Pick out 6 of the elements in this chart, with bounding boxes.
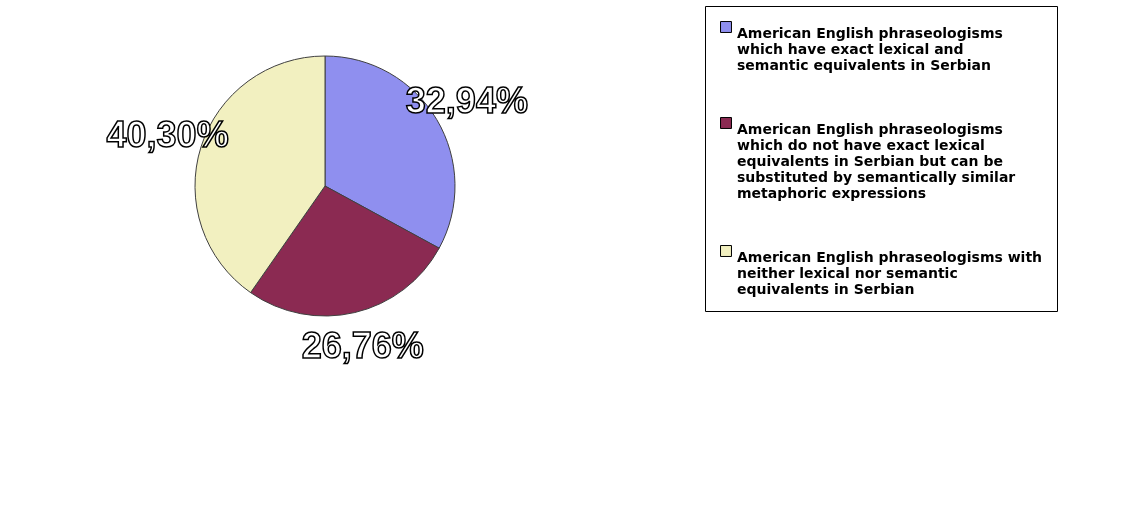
legend-label: American English phraseologisms which have exact lexical and semantic equivalents in Serbian xyxy=(737,25,1003,73)
data-label: 26,76% xyxy=(301,324,424,366)
legend-label: American English phraseologisms with neither lexical nor semantic equivalents in Serbian xyxy=(737,249,1043,297)
data-label: 32,94% xyxy=(405,79,528,121)
data-label: 40,30% xyxy=(106,114,229,156)
legend-label: American English phraseologisms which do not have exact lexical equivalents in Serbian but can be substituted by semantically similar metaphoric expressions xyxy=(737,121,1016,201)
